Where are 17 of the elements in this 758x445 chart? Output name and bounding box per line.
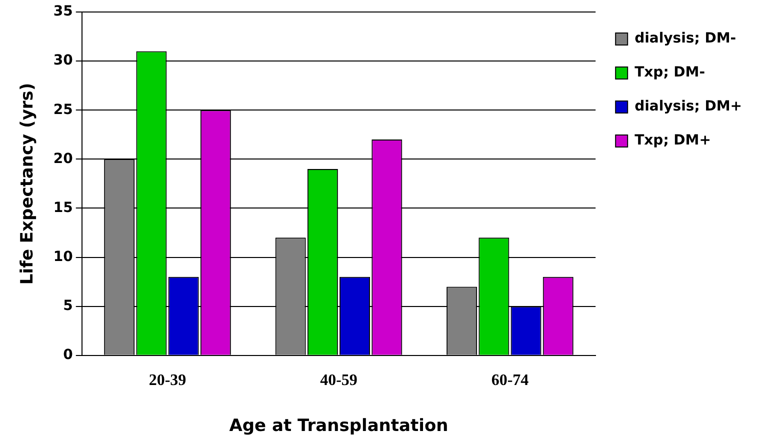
x-tick-label: 60-74	[491, 372, 529, 390]
legend-label: Txp; DM+	[634, 132, 711, 149]
y-tick-label: 15	[53, 200, 73, 216]
y-tick-label: 35	[53, 4, 73, 20]
y-tick-label: 0	[63, 347, 74, 364]
y-tick-label: 5	[63, 298, 73, 314]
legend-label: dialysis; DM-	[634, 30, 736, 47]
x-axis-title: Age at Transplantation	[229, 416, 448, 436]
y-tick-label: 10	[53, 248, 74, 265]
y-axis-title: Life Expectancy (yrs)	[18, 82, 38, 285]
y-tick-label: 30	[53, 52, 74, 69]
x-tick-label: 40-59	[320, 372, 358, 390]
legend-label: dialysis; DM+	[634, 98, 742, 115]
x-tick-label: 20-39	[148, 372, 186, 390]
y-tick-label: 20	[53, 150, 74, 167]
legend-label: Txp; DM-	[634, 64, 706, 81]
y-tick-label: 25	[53, 102, 73, 118]
